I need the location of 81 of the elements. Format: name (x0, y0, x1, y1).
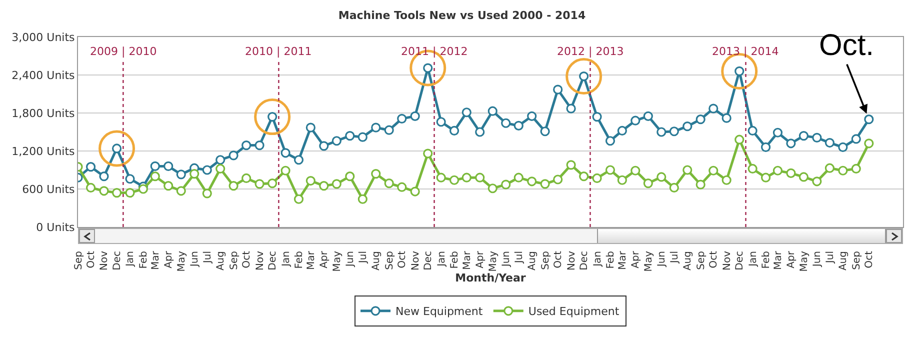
x-tick-label: Sep (228, 251, 240, 270)
x-tick-label: Oct (397, 250, 408, 268)
x-tick-label: Aug (838, 251, 850, 271)
x-tick-label: Mar (617, 250, 628, 270)
x-tick-label: May (643, 250, 654, 272)
y-tick-label: 600 Units (22, 182, 76, 196)
x-tick-label: Jan (748, 251, 759, 268)
x-axis-title: Month/Year (455, 272, 526, 285)
x-tick-label: Jan (280, 251, 292, 268)
x-tick-label: Apr (319, 250, 330, 268)
point (98, 130, 136, 167)
x-tick-label: Nov (254, 250, 266, 271)
x-tick-label: Jul (669, 251, 680, 264)
x-tick-label: Feb (450, 251, 461, 269)
x-tick-label: Jan (125, 251, 136, 268)
x-tick-label: Jun (345, 251, 356, 268)
x-tick-label: Dec (734, 251, 746, 270)
x-tick-label: May (798, 250, 810, 272)
x-tick-label: Jul (514, 251, 525, 264)
x-tick-label: Apr (475, 250, 486, 268)
x-tick-label: Feb (138, 251, 150, 269)
y-tick-label: 2,400 Units (12, 68, 76, 82)
x-tick-label: Sep (540, 251, 552, 270)
x-tick-label: Dec (579, 251, 590, 270)
x-tick-label: Apr (786, 250, 798, 268)
x-tick-label: Jul (824, 251, 836, 264)
x-tick-label: Oct (86, 250, 98, 268)
x-tick-label: Aug (682, 251, 694, 271)
x-tick-label: Mar (150, 250, 162, 270)
x-tick-label: Jun (190, 251, 201, 268)
x-tick-label: Sep (384, 251, 396, 270)
y-tick-label: 0 Units (36, 220, 76, 234)
point (566, 58, 602, 95)
x-tick-label: Jan (436, 251, 448, 268)
y-tick-label: 1,200 Units (12, 144, 76, 158)
x-tick-label: Sep (696, 251, 707, 270)
ref-line-label: 2011 | 2012 (401, 45, 468, 58)
legend-label: Used Equipment (528, 305, 620, 318)
x-tick-label: Sep (851, 251, 862, 270)
x-tick-label: Jul (202, 251, 214, 264)
y-tick-label: 3,000 Units (12, 30, 76, 44)
x-tick-label: Mar (306, 250, 317, 270)
x-tick-label: Nov (410, 250, 422, 271)
x-tick-label: Dec (423, 251, 434, 270)
legend-label: New Equipment (396, 305, 484, 318)
x-tick-label: Oct (708, 250, 720, 268)
x-tick-label: Nov (99, 250, 110, 271)
x-tick-label: Oct (553, 250, 564, 268)
x-tick-label: Dec (268, 251, 279, 270)
x-tick-label: Apr (164, 250, 175, 268)
x-tick-label: Jul (358, 251, 369, 264)
x-tick-label: Mar (772, 250, 784, 270)
chart-title: Machine Tools New vs Used 2000 - 2014 (338, 9, 586, 22)
x-tick-label: Sep (73, 251, 84, 270)
annotation: Oct. (819, 29, 874, 62)
x-tick-label: May (488, 250, 499, 272)
x-tick-label: May (332, 250, 343, 272)
x-tick-label: Aug (527, 251, 538, 271)
x-tick-label: Nov (566, 250, 578, 271)
y-tick-label: 1,800 Units (12, 106, 76, 120)
ref-line-label: 2013 | 2014 (712, 45, 779, 58)
x-tick-label: Aug (216, 251, 227, 271)
x-tick-label: Oct (242, 250, 253, 268)
x-tick-label: Feb (294, 251, 305, 269)
x-tick-label: Feb (761, 251, 772, 269)
x-tick-label: Oct (864, 250, 876, 268)
x-tick-label: Dec (112, 251, 124, 270)
ref-line-label: 2009 | 2010 (90, 45, 157, 58)
x-tick-label: Jun (812, 251, 824, 268)
ref-line-label: 2012 | 2013 (557, 45, 624, 58)
x-tick-label: Feb (605, 251, 616, 269)
ref-line-label: 2010 | 2011 (245, 45, 312, 58)
point (254, 98, 291, 136)
x-tick-label: Mar (462, 250, 473, 270)
x-tick-label: Nov (722, 250, 733, 271)
x-tick-label: Jun (656, 251, 668, 268)
x-tick-label: Apr (630, 250, 642, 268)
x-tick-label: Jun (501, 251, 512, 268)
x-tick-label: May (176, 250, 188, 272)
x-tick-label: Jan (592, 251, 604, 268)
x-tick-label: Aug (371, 251, 382, 271)
